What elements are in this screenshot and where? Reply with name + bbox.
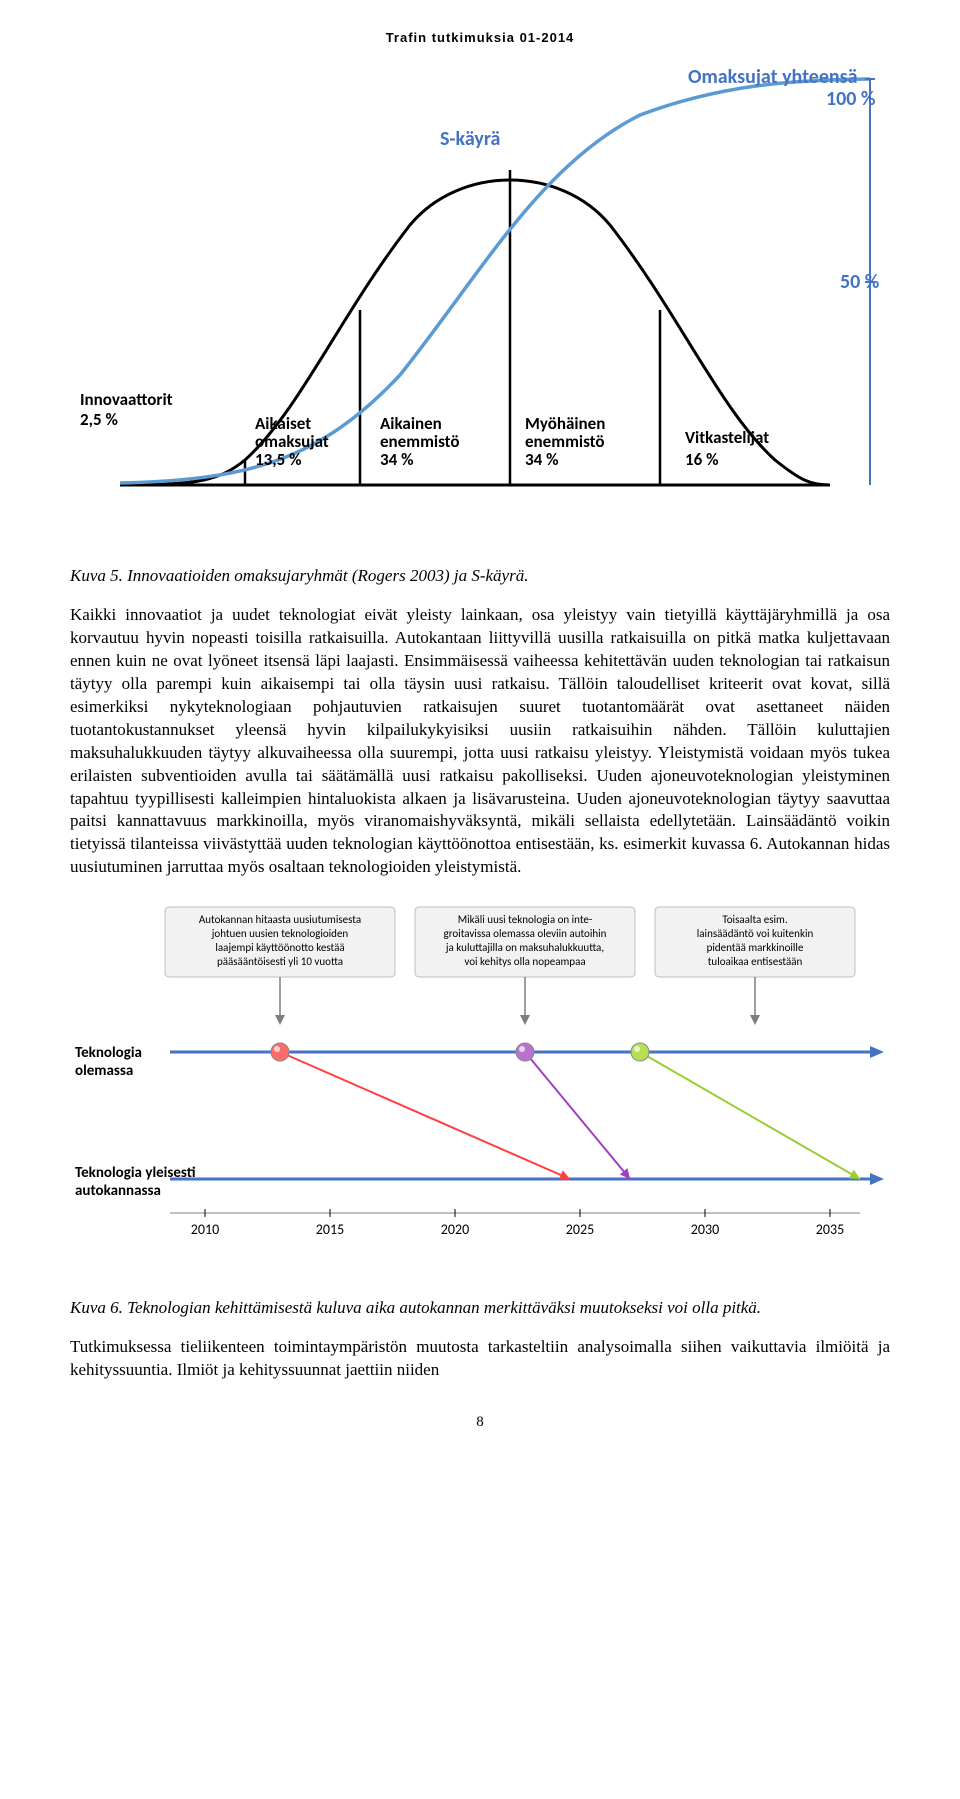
svg-text:2025: 2025 — [566, 1221, 594, 1238]
svg-text:autokannassa: autokannassa — [75, 1182, 161, 1200]
svg-text:Toisaalta esim.: Toisaalta esim. — [722, 913, 787, 926]
svg-text:Vitkastelijat: Vitkastelijat — [685, 427, 769, 448]
svg-text:olemassa: olemassa — [75, 1062, 133, 1080]
svg-text:13,5 %: 13,5 % — [255, 449, 301, 470]
svg-text:34 %: 34 % — [380, 449, 413, 470]
svg-text:2,5 %: 2,5 % — [80, 409, 118, 430]
svg-text:2035: 2035 — [816, 1221, 844, 1238]
svg-text:groitavissa olemassa oleviin a: groitavissa olemassa oleviin autoihin — [444, 927, 607, 940]
page-header: Trafin tutkimuksia 01-2014 — [70, 30, 890, 45]
svg-text:lainsäädäntö voi kuitenkin: lainsäädäntö voi kuitenkin — [697, 927, 814, 940]
figure-2: Autokannan hitaasta uusiutumisestajohtue… — [70, 897, 890, 1282]
page-number: 8 — [70, 1414, 890, 1431]
svg-text:S-käyrä: S-käyrä — [440, 127, 500, 151]
svg-text:Mikäli uusi teknologia on inte: Mikäli uusi teknologia on inte- — [458, 913, 593, 926]
svg-text:Teknologia: Teknologia — [75, 1044, 142, 1062]
svg-text:ja kuluttajilla on maksuhalukk: ja kuluttajilla on maksuhalukkuutta, — [445, 941, 604, 954]
svg-text:pidentää markkinoille: pidentää markkinoille — [707, 941, 804, 954]
svg-text:50 %: 50 % — [840, 270, 880, 294]
figure-1: Omaksujat yhteensä100 % 50 % S-käyrä Innova… — [70, 65, 890, 550]
figure-2-caption: Kuva 6. Teknologian kehittämisestä kuluv… — [70, 1298, 890, 1318]
svg-text:2020: 2020 — [441, 1221, 469, 1238]
svg-text:16 %: 16 % — [685, 449, 718, 470]
svg-text:voi kehitys olla nopeampaa: voi kehitys olla nopeampaa — [464, 955, 585, 968]
svg-text:100 %: 100 % — [826, 87, 876, 111]
svg-text:2015: 2015 — [316, 1221, 344, 1238]
svg-text:tuloaikaa entisestään: tuloaikaa entisestään — [708, 955, 803, 968]
svg-text:Omaksujat yhteensä: Omaksujat yhteensä — [688, 65, 858, 89]
svg-text:Innovaattorit: Innovaattorit — [80, 389, 173, 410]
figure-1-svg: Omaksujat yhteensä100 % 50 % S-käyrä Innova… — [70, 65, 890, 545]
svg-text:johtuen uusien teknologioiden: johtuen uusien teknologioiden — [211, 927, 349, 940]
svg-text:laajempi käyttöönotto kestää: laajempi käyttöönotto kestää — [215, 941, 344, 954]
svg-text:2010: 2010 — [191, 1221, 219, 1238]
body-paragraph-2: Tutkimuksessa tieliikenteen toimintaympä… — [70, 1336, 890, 1382]
svg-text:Autokannan hitaasta uusiutumis: Autokannan hitaasta uusiutumisesta — [199, 913, 361, 926]
figure-1-caption: Kuva 5. Innovaatioiden omaksujaryhmät (R… — [70, 566, 890, 586]
svg-text:Teknologia yleisesti: Teknologia yleisesti — [75, 1164, 196, 1182]
body-paragraph-1: Kaikki innovaatiot ja uudet teknologiat … — [70, 604, 890, 879]
figure-2-svg: Autokannan hitaasta uusiutumisestajohtue… — [70, 897, 890, 1277]
svg-text:pääsääntöisesti yli 10 vuotta: pääsääntöisesti yli 10 vuotta — [217, 955, 343, 968]
svg-text:34 %: 34 % — [525, 449, 558, 470]
svg-text:2030: 2030 — [691, 1221, 719, 1238]
